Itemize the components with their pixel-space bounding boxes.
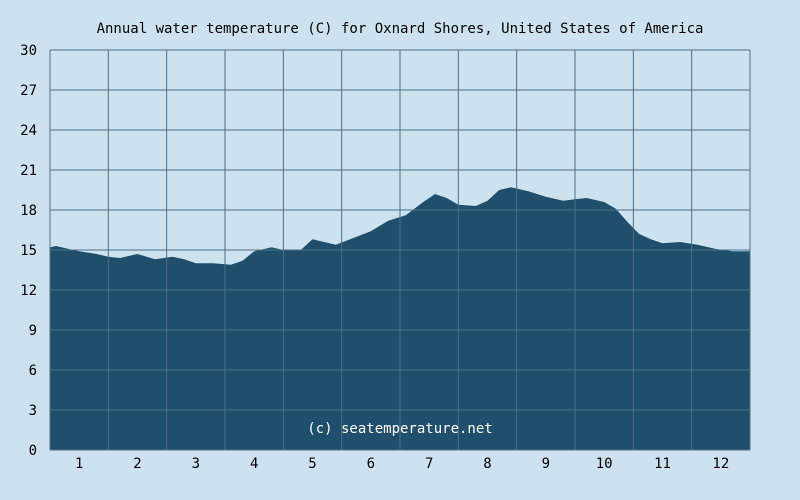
y-tick-label: 6 bbox=[29, 363, 37, 379]
y-tick-label: 18 bbox=[20, 203, 37, 219]
x-tick-label: 10 bbox=[596, 456, 613, 472]
x-tick-label: 1 bbox=[75, 456, 83, 472]
y-tick-label: 21 bbox=[20, 163, 37, 179]
y-tick-label: 12 bbox=[20, 283, 37, 299]
watermark: (c) seatemperature.net bbox=[307, 421, 492, 437]
y-tick-label: 9 bbox=[29, 323, 37, 339]
y-tick-label: 24 bbox=[20, 123, 37, 139]
chart-title: Annual water temperature (C) for Oxnard … bbox=[97, 21, 704, 37]
y-tick-label: 15 bbox=[20, 243, 37, 259]
x-tick-label: 4 bbox=[250, 456, 258, 472]
y-tick-label: 27 bbox=[20, 83, 37, 99]
y-tick-label: 0 bbox=[29, 443, 37, 459]
x-tick-label: 11 bbox=[654, 456, 671, 472]
x-tick-label: 9 bbox=[542, 456, 550, 472]
x-tick-label: 5 bbox=[308, 456, 316, 472]
x-tick-label: 7 bbox=[425, 456, 433, 472]
x-tick-label: 12 bbox=[712, 456, 729, 472]
y-tick-label: 3 bbox=[29, 403, 37, 419]
x-tick-label: 8 bbox=[483, 456, 491, 472]
y-tick-label: 30 bbox=[20, 43, 37, 59]
x-tick-label: 3 bbox=[192, 456, 200, 472]
x-tick-label: 2 bbox=[133, 456, 141, 472]
x-tick-label: 6 bbox=[367, 456, 375, 472]
